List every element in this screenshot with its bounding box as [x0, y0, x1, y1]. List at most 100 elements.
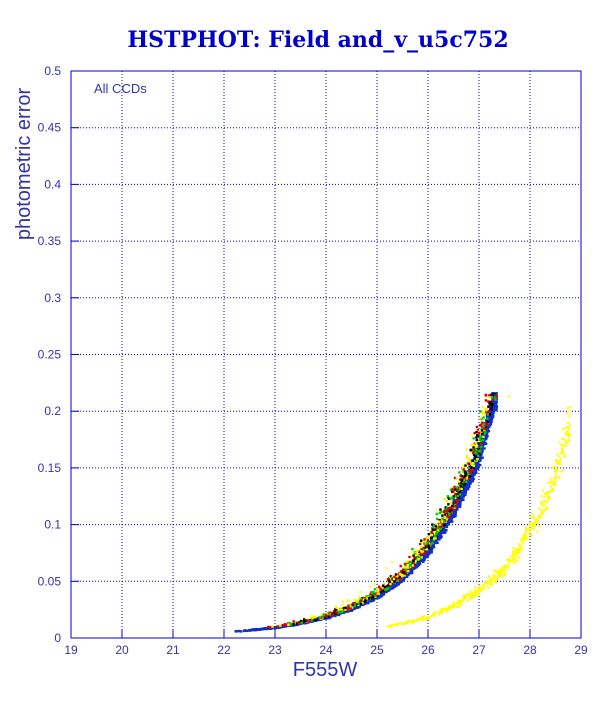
- data-point: [320, 616, 323, 619]
- data-point: [546, 505, 549, 508]
- data-point: [515, 550, 518, 553]
- data-point: [467, 484, 471, 487]
- data-point: [510, 555, 513, 558]
- data-point: [459, 474, 463, 477]
- data-point: [423, 542, 426, 545]
- data-point: [521, 537, 524, 540]
- data-point: [393, 580, 396, 583]
- data-point: [444, 513, 447, 516]
- data-point: [404, 566, 408, 569]
- data-point: [465, 480, 468, 483]
- data-point: [475, 590, 478, 593]
- data-point: [454, 496, 457, 499]
- data-point: [460, 478, 463, 482]
- data-point: [373, 582, 376, 585]
- data-point: [441, 611, 444, 614]
- data-point: [558, 477, 561, 480]
- data-point: [547, 498, 550, 501]
- data-point: [397, 575, 400, 578]
- data-point: [459, 482, 463, 485]
- data-point: [481, 450, 484, 453]
- data-point: [399, 564, 402, 568]
- data-point: [555, 475, 558, 478]
- data-point: [471, 593, 474, 596]
- data-point: [469, 471, 473, 474]
- data-point: [494, 398, 497, 401]
- data-point: [464, 493, 467, 497]
- x-tick-label: 25: [370, 643, 384, 657]
- data-point: [475, 448, 478, 452]
- data-point: [484, 408, 487, 411]
- data-point: [422, 557, 426, 561]
- data-point: [534, 519, 537, 522]
- data-point: [489, 579, 492, 582]
- data-point: [458, 493, 462, 496]
- data-point: [553, 484, 556, 487]
- data-point: [332, 611, 336, 615]
- data-point: [482, 423, 486, 426]
- data-point: [477, 460, 480, 463]
- data-point: [346, 610, 350, 613]
- data-point: [530, 516, 533, 519]
- data-point: [279, 624, 282, 627]
- data-point: [456, 501, 459, 504]
- data-point: [563, 427, 566, 430]
- data-point: [463, 597, 466, 600]
- data-point: [426, 535, 429, 539]
- data-point: [493, 392, 496, 395]
- x-tick-label: 28: [523, 643, 537, 657]
- data-point: [490, 578, 493, 581]
- y-tick-label: 0.05: [38, 574, 62, 588]
- data-point: [453, 506, 456, 510]
- data-point: [428, 615, 431, 618]
- data-point: [299, 619, 303, 623]
- data-point: [401, 573, 404, 576]
- data-point: [551, 481, 554, 484]
- data-point: [414, 559, 417, 563]
- data-point: [416, 549, 419, 553]
- x-tick-label: 26: [421, 643, 435, 657]
- data-point: [480, 589, 483, 592]
- data-point: [449, 488, 453, 492]
- data-point: [395, 582, 398, 586]
- data-point: [462, 486, 465, 489]
- data-point: [549, 481, 552, 484]
- data-point: [433, 614, 436, 617]
- data-point: [412, 559, 415, 563]
- data-point: [398, 572, 402, 575]
- data-point: [403, 562, 407, 566]
- data-point: [502, 566, 505, 569]
- data-point: [435, 527, 439, 530]
- data-point: [491, 398, 495, 401]
- data-point: [508, 395, 511, 398]
- data-point: [391, 561, 394, 564]
- data-point: [430, 533, 433, 537]
- data-point: [381, 584, 385, 587]
- data-point: [452, 498, 455, 501]
- data-points: [234, 391, 572, 633]
- data-point: [470, 597, 473, 600]
- data-point: [454, 488, 457, 491]
- data-point: [512, 552, 515, 555]
- data-point: [430, 536, 433, 539]
- data-point: [422, 553, 425, 556]
- data-point: [445, 529, 448, 532]
- data-point: [461, 497, 464, 501]
- data-point: [468, 475, 471, 478]
- data-point: [452, 601, 455, 604]
- data-point: [433, 611, 436, 614]
- data-point: [536, 518, 539, 521]
- data-point: [400, 571, 403, 575]
- data-point: [529, 533, 532, 536]
- data-point: [440, 609, 443, 612]
- data-point: [479, 435, 483, 438]
- data-point: [525, 526, 528, 529]
- data-point: [436, 535, 440, 538]
- data-point: [551, 483, 554, 486]
- data-point: [353, 604, 356, 608]
- data-point: [455, 499, 458, 502]
- data-point: [487, 425, 491, 429]
- data-point: [447, 515, 451, 519]
- data-point: [379, 590, 382, 594]
- data-point: [485, 411, 488, 414]
